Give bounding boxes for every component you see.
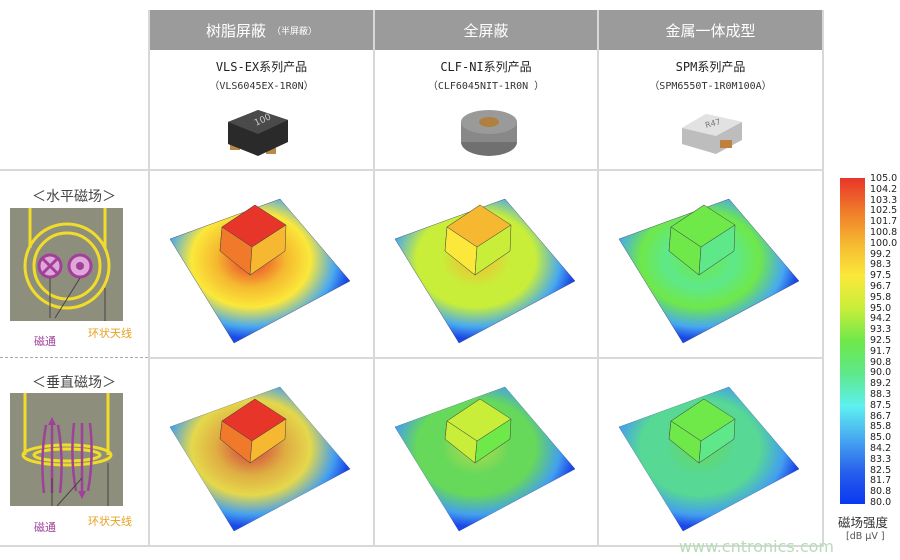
field-plot-vertical-1 <box>169 386 351 532</box>
field-peak <box>444 398 512 464</box>
dashed-divider <box>0 357 148 358</box>
product-info: VLS-EX系列产品 （VLS6045EX-1R0N） <box>150 58 373 92</box>
colorbar <box>840 178 865 504</box>
colorbar-tick-label: 101.7 <box>870 216 898 228</box>
product-name: VLS-EX系列产品 <box>215 60 308 74</box>
product-model: （SPM6550T-1R0M100A） <box>649 81 772 92</box>
field-peak <box>668 204 736 276</box>
colorbar-tick-label: 86.7 <box>870 410 892 422</box>
colorbar-tick-label: 84.2 <box>870 443 892 454</box>
horizontal-field-diagram <box>10 208 123 321</box>
vertical-field-diagram <box>10 393 123 507</box>
colorbar-tick-label: 105.0 <box>870 173 898 184</box>
colorbar-tick-label: 82.5 <box>870 464 892 476</box>
colorbar-tick-label: 95.0 <box>870 302 892 314</box>
colorbar-tick-label: 96.7 <box>870 281 892 292</box>
colorbar-tick-label: 97.5 <box>870 270 892 282</box>
colorbar-tick-label: 89.2 <box>870 378 892 390</box>
field-plot-horizontal-3 <box>618 198 800 344</box>
field-peak <box>219 204 287 276</box>
field-peak <box>668 398 736 464</box>
grid-line <box>148 10 150 546</box>
column-header-full: 全屏蔽 <box>375 10 597 50</box>
field-surface <box>618 198 800 344</box>
loop-antenna-icon <box>21 393 113 507</box>
field-surface <box>395 387 575 531</box>
colorbar-tick-label: 81.7 <box>870 475 892 487</box>
colorbar-tick-label: 95.8 <box>870 291 892 303</box>
colorbar-tick-label: 91.7 <box>870 345 892 357</box>
product-name: SPM系列产品 <box>675 60 746 74</box>
watermark: www.cntronics.com <box>678 537 834 556</box>
colorbar-tick-label: 90.8 <box>870 356 892 368</box>
colorbar-tick-label: 103.3 <box>870 194 898 206</box>
field-peak <box>444 204 512 276</box>
field-surface <box>619 387 799 531</box>
colorbar-tick-label: 92.5 <box>870 335 892 346</box>
colorbar-unit: [dB μV ] <box>846 531 885 542</box>
row-label-horizontal: ＜水平磁场＞ <box>32 189 116 205</box>
colorbar-tick-label: 85.0 <box>870 432 892 444</box>
flux-label: 磁通 <box>34 521 56 534</box>
colorbar-tick-label: 80.0 <box>870 497 892 508</box>
row-label-vertical: ＜垂直磁场＞ <box>32 375 116 391</box>
grid-line <box>597 10 599 546</box>
colorbar-tick-label: 90.0 <box>870 367 892 379</box>
product-model: （CLF6045NIT-1R0N ） <box>427 81 545 92</box>
inductor-spm-image: R47 <box>682 114 742 154</box>
field-surface <box>169 198 351 344</box>
colorbar-tick-label: 100.8 <box>870 227 898 238</box>
inductor-vls-image: 100 <box>228 110 288 156</box>
product-info: CLF-NI系列产品 （CLF6045NIT-1R0N ） <box>375 58 597 92</box>
grid-line <box>373 10 375 546</box>
field-plot-vertical-2 <box>394 386 576 532</box>
colorbar-title: 磁场强度 <box>838 515 889 530</box>
colorbar-tick-label: 80.8 <box>870 486 892 498</box>
field-peak <box>219 398 287 464</box>
colorbar-tick-label: 102.5 <box>870 205 898 217</box>
field-plot-horizontal-1 <box>169 198 351 344</box>
antenna-label: 环状天线 <box>88 515 132 528</box>
antenna-label: 环状天线 <box>88 327 132 340</box>
colorbar-tick-label: 100.0 <box>870 237 898 249</box>
product-model: （VLS6045EX-1R0N） <box>209 81 314 92</box>
grid-line <box>150 357 824 359</box>
header-title: 树脂屏蔽 <box>205 21 266 40</box>
colorbar-tick-label: 88.3 <box>870 389 892 400</box>
colorbar-tick-label: 99.2 <box>870 248 892 260</box>
header-title: 金属一体成型 <box>665 21 756 40</box>
field-surface <box>394 198 576 344</box>
colorbar-tick-label: 98.3 <box>870 259 892 271</box>
colorbar-tick-label: 93.3 <box>870 324 892 336</box>
grid-line <box>0 545 824 547</box>
colorbar-tick-label: 87.5 <box>870 399 892 411</box>
inductor-clf-image <box>461 110 517 156</box>
colorbar-tick-label: 104.2 <box>870 183 898 195</box>
column-header-resin: 树脂屏蔽 （半屏蔽） <box>150 10 373 50</box>
field-plot-horizontal-2 <box>394 198 576 344</box>
header-title: 全屏蔽 <box>463 21 509 40</box>
colorbar-tick-label: 85.8 <box>870 421 892 433</box>
grid-line <box>822 10 824 546</box>
loop-antenna-icon <box>23 208 111 321</box>
colorbar-tick-label: 83.3 <box>870 453 892 465</box>
product-info: SPM系列产品 （SPM6550T-1R0M100A） <box>599 58 822 92</box>
field-surface <box>170 387 350 531</box>
chip-mark: R47 <box>704 117 722 130</box>
header-subtitle: （半屏蔽） <box>272 26 318 37</box>
colorbar-tick-label: 94.2 <box>870 313 892 325</box>
field-plot-vertical-3 <box>618 386 800 532</box>
grid-line <box>0 169 824 171</box>
column-header-metal: 金属一体成型 <box>599 10 822 50</box>
flux-label: 磁通 <box>34 335 56 348</box>
product-name: CLF-NI系列产品 <box>440 60 532 74</box>
